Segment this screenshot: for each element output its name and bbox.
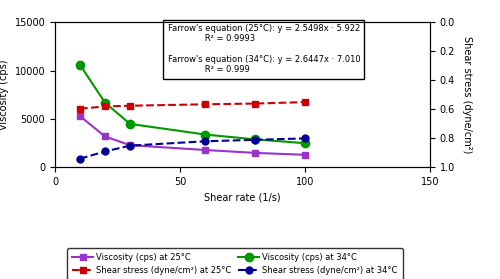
Viscosity (cps) at 25°C [127, 143, 133, 147]
Viscosity (cps) at 25°C [77, 114, 83, 118]
Shear stress (dyne/cm²) at 34°C [252, 138, 258, 141]
Shear stress (dyne/cm²) at 25°C [302, 100, 308, 104]
Shear stress (dyne/cm²) at 25°C [252, 102, 258, 105]
Viscosity (cps) at 25°C [252, 151, 258, 155]
Line: Viscosity (cps) at 34°C: Viscosity (cps) at 34°C [76, 61, 309, 147]
Viscosity (cps) at 34°C [302, 141, 308, 145]
X-axis label: Shear rate (1/s): Shear rate (1/s) [204, 193, 281, 203]
Shear stress (dyne/cm²) at 34°C [77, 157, 83, 160]
Legend: Viscosity (cps) at 25°C, Shear stress (dyne/cm²) at 25°C, Viscosity (cps) at 34°: Viscosity (cps) at 25°C, Shear stress (d… [67, 248, 403, 279]
Line: Shear stress (dyne/cm²) at 25°C: Shear stress (dyne/cm²) at 25°C [76, 99, 308, 112]
Shear stress (dyne/cm²) at 25°C [202, 103, 208, 106]
Viscosity (cps) at 34°C [252, 138, 258, 141]
Text: Farrow's equation (25°C): y = 2.5498x · 5.922
              R² = 0.9993

Farrow': Farrow's equation (25°C): y = 2.5498x · … [168, 24, 360, 74]
Shear stress (dyne/cm²) at 25°C [127, 104, 133, 107]
Y-axis label: Viscosity (cps): Viscosity (cps) [0, 60, 9, 130]
Shear stress (dyne/cm²) at 34°C [302, 137, 308, 140]
Shear stress (dyne/cm²) at 34°C [202, 140, 208, 143]
Viscosity (cps) at 25°C [102, 135, 108, 138]
Shear stress (dyne/cm²) at 25°C [102, 105, 108, 108]
Viscosity (cps) at 34°C [102, 101, 108, 104]
Viscosity (cps) at 34°C [202, 133, 208, 136]
Viscosity (cps) at 34°C [77, 63, 83, 67]
Shear stress (dyne/cm²) at 34°C [102, 150, 108, 153]
Line: Viscosity (cps) at 25°C: Viscosity (cps) at 25°C [76, 113, 308, 158]
Shear stress (dyne/cm²) at 25°C [77, 107, 83, 110]
Line: Shear stress (dyne/cm²) at 34°C: Shear stress (dyne/cm²) at 34°C [76, 135, 308, 162]
Viscosity (cps) at 34°C [127, 122, 133, 126]
Viscosity (cps) at 25°C [202, 148, 208, 152]
Viscosity (cps) at 25°C [302, 153, 308, 157]
Shear stress (dyne/cm²) at 34°C [127, 144, 133, 147]
Y-axis label: Shear stress (dyne/cm²): Shear stress (dyne/cm²) [462, 36, 472, 153]
